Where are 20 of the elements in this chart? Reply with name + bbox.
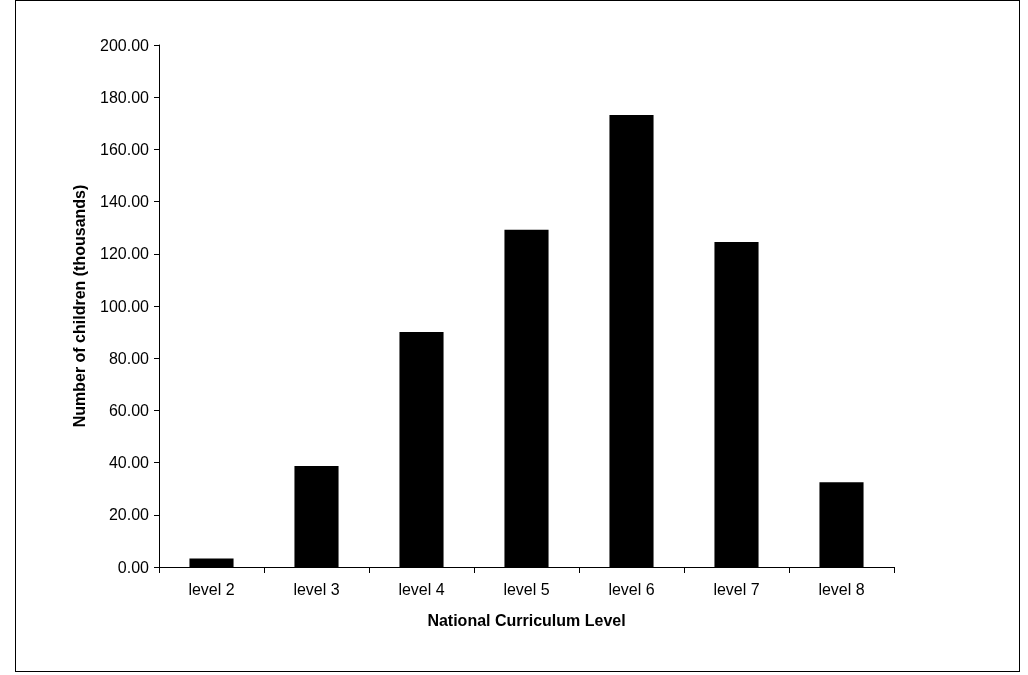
y-tick-label: 120.00 — [100, 245, 150, 263]
x-tick-label: level 8 — [818, 580, 865, 598]
y-tick-label: 160.00 — [100, 140, 150, 158]
y-tick-label: 100.00 — [100, 297, 150, 315]
x-tick-label: level 6 — [608, 580, 655, 598]
y-tick-label: 40.00 — [108, 454, 150, 472]
y-tick-label: 200.00 — [100, 36, 150, 54]
x-tick-label: level 2 — [188, 580, 235, 598]
y-tick-label: 180.00 — [100, 88, 150, 106]
x-tick-label: level 5 — [503, 580, 550, 598]
x-axis-title: National Curriculum Level — [427, 611, 626, 629]
y-tick-label: 20.00 — [108, 506, 150, 524]
x-tick-label: level 7 — [713, 580, 760, 598]
y-tick-label: 60.00 — [108, 401, 150, 419]
x-tick-label: level 4 — [398, 580, 445, 598]
y-tick-label: 0.00 — [117, 558, 150, 576]
y-tick-label: 80.00 — [108, 349, 150, 367]
y-axis-title: Number of children (thousands) — [70, 184, 88, 428]
y-tick-label: 140.00 — [100, 193, 150, 211]
x-tick-label: level 3 — [293, 580, 340, 598]
